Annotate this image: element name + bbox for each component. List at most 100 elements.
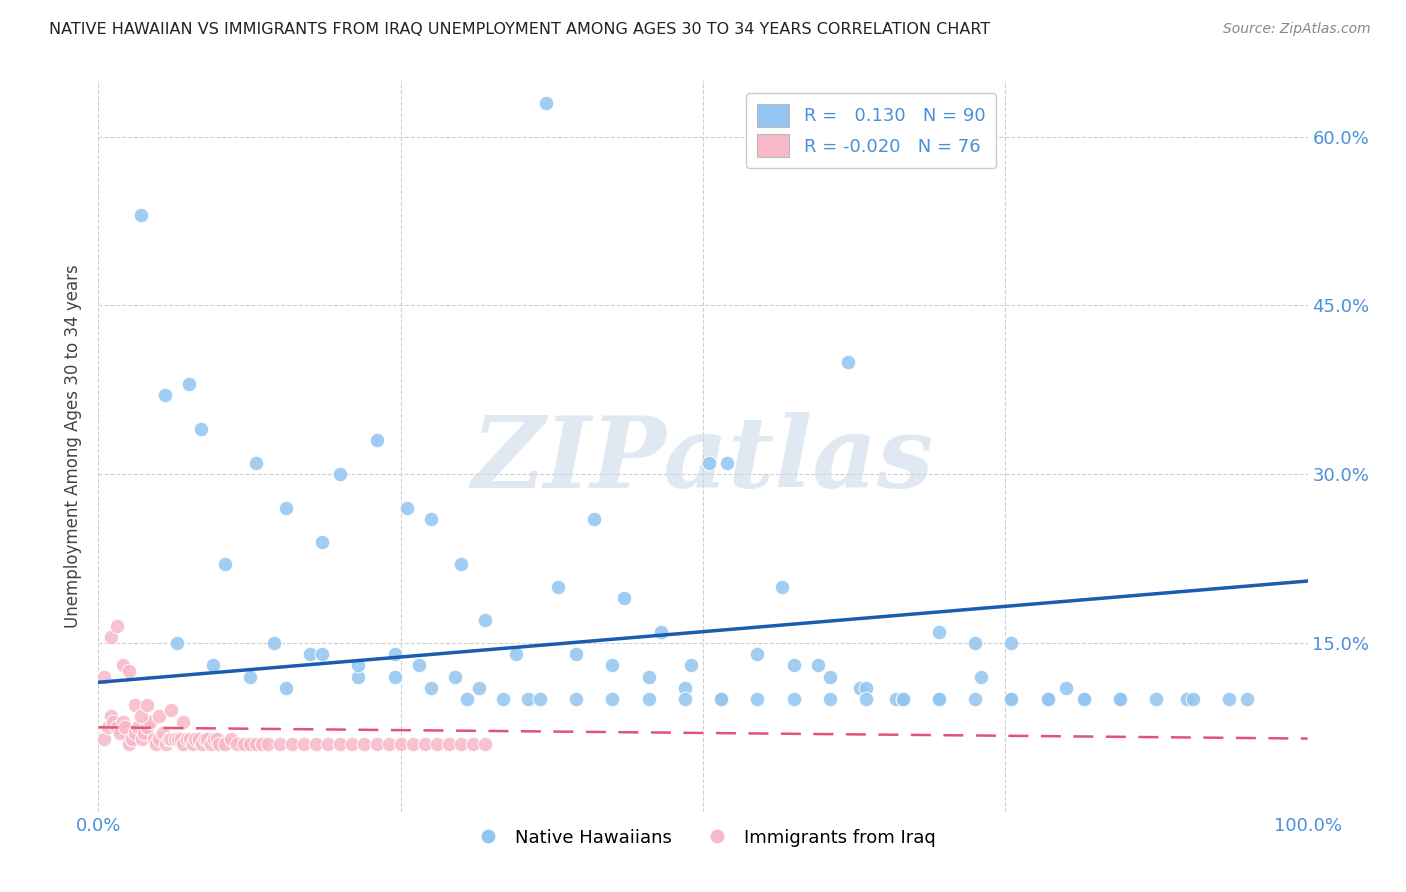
Point bbox=[204, 731, 226, 746]
Point bbox=[565, 692, 588, 706]
Point bbox=[613, 591, 636, 605]
Point bbox=[160, 731, 183, 746]
Point bbox=[169, 731, 191, 746]
Point bbox=[855, 681, 877, 695]
Point bbox=[305, 737, 328, 751]
Point bbox=[160, 703, 183, 717]
Point bbox=[114, 720, 136, 734]
Point bbox=[205, 731, 228, 746]
Point bbox=[353, 737, 375, 751]
Point bbox=[135, 720, 157, 734]
Point bbox=[891, 692, 914, 706]
Point bbox=[269, 737, 291, 751]
Point bbox=[1036, 692, 1059, 706]
Point bbox=[697, 456, 720, 470]
Point bbox=[395, 500, 418, 515]
Point bbox=[583, 512, 606, 526]
Point bbox=[456, 692, 478, 706]
Point bbox=[1181, 692, 1204, 706]
Point bbox=[463, 737, 485, 751]
Point bbox=[187, 731, 209, 746]
Point bbox=[770, 580, 793, 594]
Point bbox=[505, 647, 527, 661]
Point bbox=[450, 737, 472, 751]
Point bbox=[965, 636, 987, 650]
Point bbox=[274, 681, 297, 695]
Point bbox=[782, 692, 804, 706]
Point bbox=[673, 692, 696, 706]
Point bbox=[316, 737, 339, 751]
Point bbox=[1000, 692, 1022, 706]
Point bbox=[299, 647, 322, 661]
Point bbox=[413, 737, 436, 751]
Point bbox=[1000, 636, 1022, 650]
Point bbox=[256, 737, 278, 751]
Point bbox=[105, 619, 128, 633]
Point bbox=[1109, 692, 1132, 706]
Point bbox=[970, 670, 993, 684]
Point bbox=[602, 692, 624, 706]
Point bbox=[202, 658, 225, 673]
Point bbox=[1175, 692, 1198, 706]
Point bbox=[342, 737, 364, 751]
Point bbox=[468, 681, 491, 695]
Point bbox=[886, 692, 908, 706]
Point bbox=[214, 557, 236, 571]
Point bbox=[111, 714, 134, 729]
Point bbox=[245, 737, 267, 751]
Point bbox=[928, 692, 950, 706]
Point bbox=[710, 692, 733, 706]
Point bbox=[135, 698, 157, 712]
Point bbox=[163, 731, 186, 746]
Point bbox=[200, 737, 222, 751]
Point bbox=[650, 624, 672, 639]
Point bbox=[389, 737, 412, 751]
Point bbox=[105, 720, 128, 734]
Point bbox=[184, 731, 207, 746]
Point bbox=[1073, 692, 1095, 706]
Point bbox=[194, 731, 217, 746]
Point bbox=[492, 692, 515, 706]
Point bbox=[208, 737, 231, 751]
Point bbox=[221, 731, 243, 746]
Point bbox=[420, 681, 443, 695]
Point bbox=[673, 681, 696, 695]
Point bbox=[176, 731, 198, 746]
Point bbox=[534, 95, 557, 110]
Point bbox=[155, 737, 177, 751]
Point bbox=[837, 354, 859, 368]
Point bbox=[347, 670, 370, 684]
Point bbox=[366, 737, 388, 751]
Point bbox=[100, 630, 122, 644]
Point bbox=[292, 737, 315, 751]
Point bbox=[928, 692, 950, 706]
Point bbox=[891, 692, 914, 706]
Text: Source: ZipAtlas.com: Source: ZipAtlas.com bbox=[1223, 22, 1371, 37]
Point bbox=[179, 731, 201, 746]
Point bbox=[127, 720, 149, 734]
Point bbox=[747, 692, 769, 706]
Point bbox=[93, 731, 115, 746]
Point bbox=[444, 670, 467, 684]
Point bbox=[384, 670, 406, 684]
Point bbox=[121, 731, 143, 746]
Point bbox=[166, 636, 188, 650]
Point bbox=[108, 726, 131, 740]
Point bbox=[818, 692, 841, 706]
Point bbox=[1236, 692, 1258, 706]
Point bbox=[637, 670, 659, 684]
Point bbox=[93, 670, 115, 684]
Point bbox=[1000, 692, 1022, 706]
Point bbox=[281, 737, 304, 751]
Point bbox=[1054, 681, 1077, 695]
Point bbox=[148, 709, 170, 723]
Point bbox=[1218, 692, 1240, 706]
Point bbox=[226, 737, 249, 751]
Point bbox=[516, 692, 538, 706]
Point bbox=[100, 709, 122, 723]
Point bbox=[855, 692, 877, 706]
Point bbox=[1109, 692, 1132, 706]
Point bbox=[329, 467, 352, 482]
Point bbox=[134, 726, 156, 740]
Point bbox=[366, 434, 388, 448]
